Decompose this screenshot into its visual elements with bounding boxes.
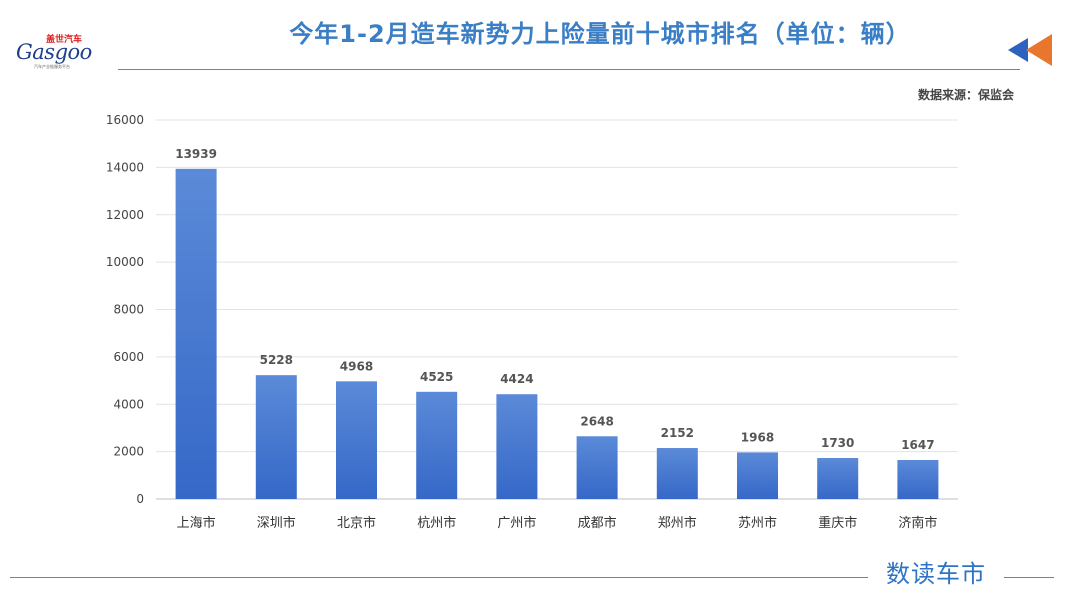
data-label: 1968 [741,430,774,444]
x-tick-label: 上海市 [177,515,216,531]
bar [175,168,217,499]
logo-tagline: 汽车产业链服务平台 [34,64,70,69]
y-tick-label: 14000 [106,160,144,174]
footer-divider-right [1004,577,1054,578]
chart-title: 今年1-2月造车新势力上险量前十城市排名（单位：辆） [289,20,911,48]
bar [416,391,458,499]
arrow-orange-triangle [1026,34,1052,66]
arrow-blue-triangle [1008,38,1028,62]
y-tick-label: 16000 [106,113,144,127]
bar [817,458,859,499]
bar [496,394,538,499]
y-tick-label: 8000 [113,303,144,317]
y-tick-label: 2000 [113,445,144,459]
bar [656,448,698,499]
y-tick-label: 12000 [106,208,144,222]
data-label: 4525 [420,370,453,384]
arrow-icon [1008,34,1052,66]
x-tick-label: 苏州市 [738,515,777,531]
x-tick-label: 济南市 [898,515,937,531]
gasgoo-logo: 盖世汽车 Gasgoo 汽车产业链服务平台 [16,30,112,70]
x-tick-label: 深圳市 [257,515,296,531]
logo-chinese-text: 盖世汽车 [46,35,83,45]
data-label: 2648 [580,414,613,428]
data-label: 4968 [340,359,373,373]
footer-divider-left [10,577,868,578]
y-tick-label: 4000 [113,397,144,411]
bar [576,436,618,499]
x-tick-label: 北京市 [337,515,376,531]
y-tick-label: 6000 [113,350,144,364]
header-divider [118,69,1020,70]
bar [336,381,377,499]
data-label: 1647 [901,438,934,452]
x-tick-label: 郑州市 [658,515,697,531]
data-label: 2152 [661,426,694,440]
logo-english-text: Gasgoo [16,40,92,64]
x-tick-label: 广州市 [497,515,536,531]
data-label: 4424 [500,372,533,386]
x-tick-label: 杭州市 [417,515,456,531]
bar [897,459,939,499]
data-source: 数据来源：保监会 [917,88,1014,102]
y-tick-label: 10000 [106,255,144,269]
data-label: 13939 [175,147,217,161]
data-label: 5228 [260,353,293,367]
data-label: 1730 [821,436,854,450]
bar [255,375,297,499]
y-tick-label: 0 [136,492,144,506]
x-tick-label: 成都市 [578,515,617,531]
footer-brand: 数读车市 [886,560,986,588]
bar [737,452,778,499]
x-tick-label: 重庆市 [818,515,857,531]
